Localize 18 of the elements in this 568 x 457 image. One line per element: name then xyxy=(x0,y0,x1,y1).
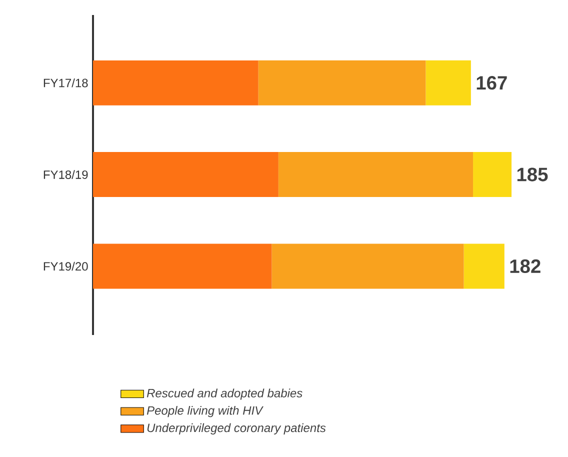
legend-label: People living with HIV xyxy=(146,406,264,418)
bar xyxy=(93,152,278,198)
bar xyxy=(93,244,272,289)
annotation: 185 xyxy=(517,168,548,182)
bar xyxy=(272,244,464,289)
annotation: 167 xyxy=(476,76,507,90)
legend-label: Underprivileged coronary patients xyxy=(147,423,326,434)
bar xyxy=(278,152,474,198)
y-tick-label: FY17/18 xyxy=(44,78,88,88)
bar xyxy=(258,60,426,106)
y-tick-label: FY19/20 xyxy=(44,262,88,271)
legend-label: Rescued and adopted babies xyxy=(146,388,302,400)
bar xyxy=(426,60,471,106)
annotation: 182 xyxy=(510,259,540,274)
bar xyxy=(473,152,512,198)
bar xyxy=(464,244,504,289)
bar xyxy=(93,60,258,106)
y-tick-label: FY18/19 xyxy=(44,170,88,179)
